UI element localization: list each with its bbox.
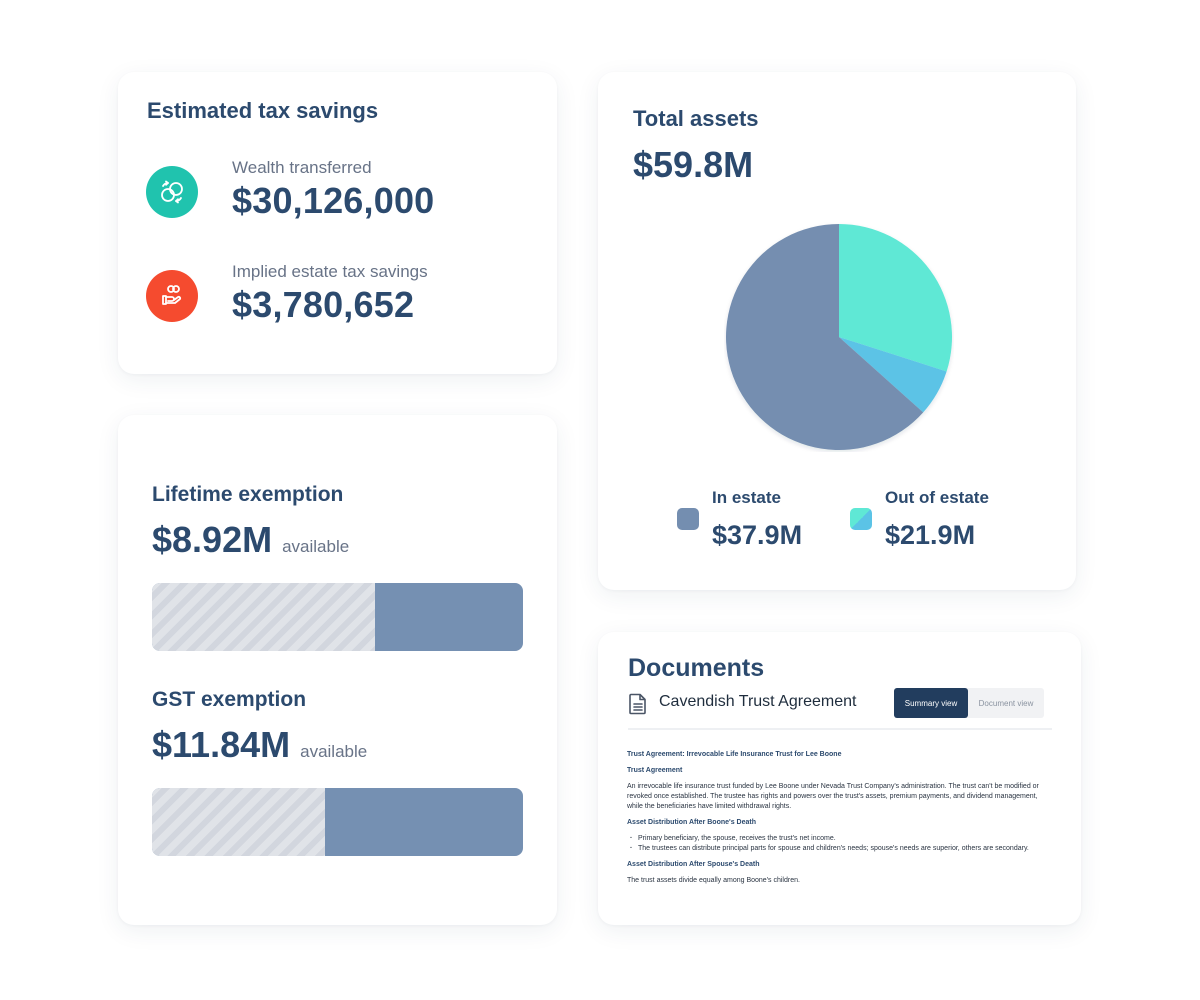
document-view-button[interactable]: Document view [978,698,1034,708]
pie-slice [839,224,952,372]
lifetime-exemption-amount: $8.92M [152,519,273,560]
implied-savings-label: Implied estate tax savings [232,262,428,281]
wealth-transferred-label: Wealth transferred [232,158,372,177]
hand-coins-icon [146,270,198,322]
gst-exemption-title: GST exemption [152,688,307,711]
total-assets-title: Total assets [633,106,759,131]
legend-in-estate: In estate $37.9M [677,486,837,556]
wealth-transferred-metric: Wealth transferred $30,126,000 [146,158,546,228]
section1-list: Primary beneficiary, the spouse, receive… [627,834,1047,854]
pie-slice [726,224,924,450]
documents-title: Documents [628,654,765,682]
summary-view-button[interactable]: Summary view [894,688,968,718]
section1-bullet: Primary beneficiary, the spouse, receive… [627,834,1047,844]
lifetime-exemption-suffix: available [282,537,350,556]
exchange-circles-icon [146,166,198,218]
out-of-estate-value: $21.9M [885,520,976,550]
exemptions-card: Lifetime exemption $8.92M available GST … [118,415,557,925]
implied-estate-tax-savings-metric: Implied estate tax savings $3,780,652 [146,262,546,332]
in-estate-label: In estate [712,488,781,507]
summary-subheading: Trust Agreement [627,767,683,774]
lifetime-exemption-bar [152,583,523,651]
lifetime-exemption: Lifetime exemption $8.92M available [152,483,532,651]
out-of-estate-label: Out of estate [885,488,989,507]
document-header: Cavendish Trust Agreement Summary view D… [628,688,1052,730]
out-of-estate-swatch [850,508,872,530]
gst-exemption-amount: $11.84M [152,724,291,765]
tax-savings-card: Estimated tax savings Wealth transferred… [118,72,557,374]
document-summary: Trust Agreement: Irrevocable Life Insura… [627,750,1047,892]
gst-exemption-bar [152,788,523,856]
lifetime-exemption-title: Lifetime exemption [152,483,344,506]
document-file-icon [629,693,646,715]
total-assets-card: Total assets $59.8M In estate $37.9M Out… [598,72,1076,590]
section1-heading: Asset Distribution After Boone's Death [627,819,756,826]
section2-text: The trust assets divide equally among Bo… [627,877,800,884]
legend-out-of-estate: Out of estate $21.9M [850,486,1030,556]
in-estate-value: $37.9M [712,520,803,550]
in-estate-swatch [677,508,699,530]
gst-exemption: GST exemption $11.84M available [152,688,532,856]
wealth-transferred-value: $30,126,000 [232,180,435,221]
summary-heading: Trust Agreement: Irrevocable Life Insura… [627,751,842,758]
view-toggle: Summary view Document view [894,688,1044,718]
section2-heading: Asset Distribution After Spouse's Death [627,861,760,868]
assets-pie-chart [726,224,952,450]
document-file-name[interactable]: Cavendish Trust Agreement [659,693,857,710]
tax-savings-title: Estimated tax savings [147,98,379,123]
gst-exemption-used [152,788,326,856]
implied-savings-value: $3,780,652 [232,284,415,325]
section1-bullet: The trustees can distribute principal pa… [627,844,1047,854]
summary-intro: An irrevocable life insurance trust fund… [627,783,1039,810]
total-assets-value: $59.8M [633,144,754,185]
lifetime-exemption-used [152,583,375,651]
pie-slice [839,337,947,413]
gst-exemption-suffix: available [300,742,368,761]
documents-card: Documents Cavendish Trust Agreement Summ… [598,632,1081,925]
